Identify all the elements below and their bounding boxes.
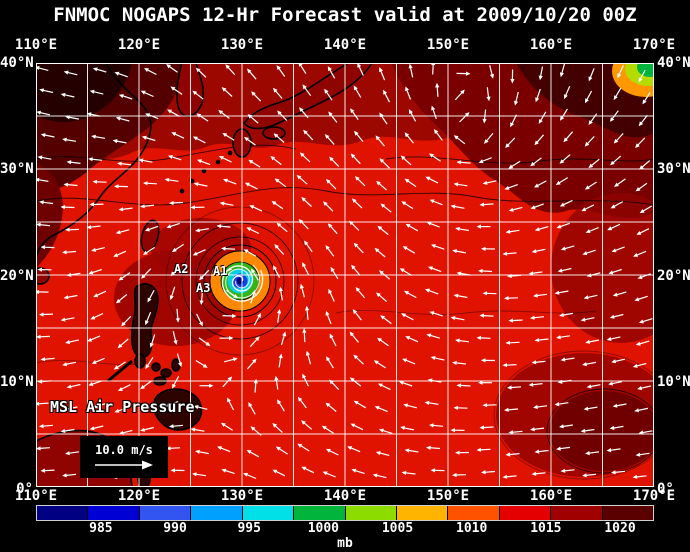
colorbar-unit: mb <box>337 536 353 551</box>
lat-tick-left-2: 20°N <box>0 268 34 284</box>
colorbar-tick-0: 985 <box>89 521 113 536</box>
storm-marker-a1: A1 <box>213 264 228 278</box>
map-frame <box>36 63 654 487</box>
lat-tick-right-1: 30°N <box>657 161 690 177</box>
lon-tick-top-2: 130°E <box>220 37 264 53</box>
wind-vector-arrows <box>36 63 653 480</box>
wind-scale-legend: 10.0 m/s <box>80 436 168 478</box>
lon-tick-top-0: 110°E <box>14 37 58 53</box>
colorbar-tick-5: 1010 <box>456 521 488 536</box>
lat-tick-right-0: 40°N <box>657 55 690 71</box>
lon-tick-bottom-0: 110°E <box>14 488 58 504</box>
wind-scale-value: 10.0 m/s <box>95 443 153 457</box>
colorbar-segment <box>37 506 89 520</box>
colorbar-segment <box>139 506 192 520</box>
lat-tick-left-0: 40°N <box>0 55 34 71</box>
colorbar-segment <box>602 506 654 520</box>
colorbar-tick-2: 995 <box>237 521 261 536</box>
pressure-map <box>36 63 654 487</box>
lat-tick-right-3: 10°N <box>657 374 690 390</box>
storm-marker-a3: A3 <box>196 281 211 295</box>
lon-tick-bottom-3: 140°E <box>323 488 367 504</box>
lon-tick-bottom-6: 170°E <box>632 488 676 504</box>
lat-tick-right-2: 20°N <box>657 268 690 284</box>
lon-tick-top-6: 170°E <box>632 37 676 53</box>
lon-tick-bottom-4: 150°E <box>426 488 470 504</box>
colorbar-labels: 985 990 995 1000 1005 1010 1015 1020 <box>36 521 654 536</box>
colorbar-segment <box>88 506 140 520</box>
colorbar-tick-1: 990 <box>163 521 187 536</box>
colorbar-segment <box>191 506 243 520</box>
lon-tick-bottom-1: 120°E <box>117 488 161 504</box>
colorbar-segment <box>551 506 603 520</box>
tropical-cyclone <box>203 244 277 318</box>
grid-lines <box>36 63 654 487</box>
colorbar-tick-3: 1000 <box>307 521 340 536</box>
isobar-contours <box>36 144 654 480</box>
lat-tick-right-4: 0° <box>657 481 674 497</box>
lon-tick-bottom-2: 130°E <box>220 488 264 504</box>
storm-marker-a2: A2 <box>174 262 189 276</box>
lon-tick-top-5: 160°E <box>529 37 573 53</box>
colorbar-segment <box>499 506 552 520</box>
colorbar <box>36 505 654 521</box>
colorbar-tick-4: 1005 <box>381 521 414 536</box>
lon-tick-bottom-5: 160°E <box>529 488 573 504</box>
lat-tick-left-4: 0° <box>16 481 33 497</box>
colorbar-segment <box>242 506 295 520</box>
colorbar-segment <box>345 506 397 520</box>
colorbar-tick-6: 1015 <box>530 521 562 536</box>
map-svg <box>36 63 654 487</box>
storm-spiral <box>221 264 264 302</box>
wind-scale-arrow-icon <box>95 460 153 470</box>
page-title: FNMOC NOGAPS 12-Hr Forecast valid at 200… <box>53 4 637 26</box>
lat-tick-left-1: 30°N <box>0 161 34 177</box>
lat-tick-left-3: 10°N <box>0 374 34 390</box>
colorbar-tick-7: 1020 <box>604 521 636 536</box>
lon-tick-top-4: 150°E <box>426 37 470 53</box>
colorbar-segment <box>396 506 449 520</box>
lon-tick-top-3: 140°E <box>323 37 367 53</box>
colorbar-segment <box>448 506 500 520</box>
field-label: MSL Air Pressure <box>50 398 195 416</box>
lon-tick-top-1: 120°E <box>117 37 161 53</box>
colorbar-segment <box>294 506 346 520</box>
